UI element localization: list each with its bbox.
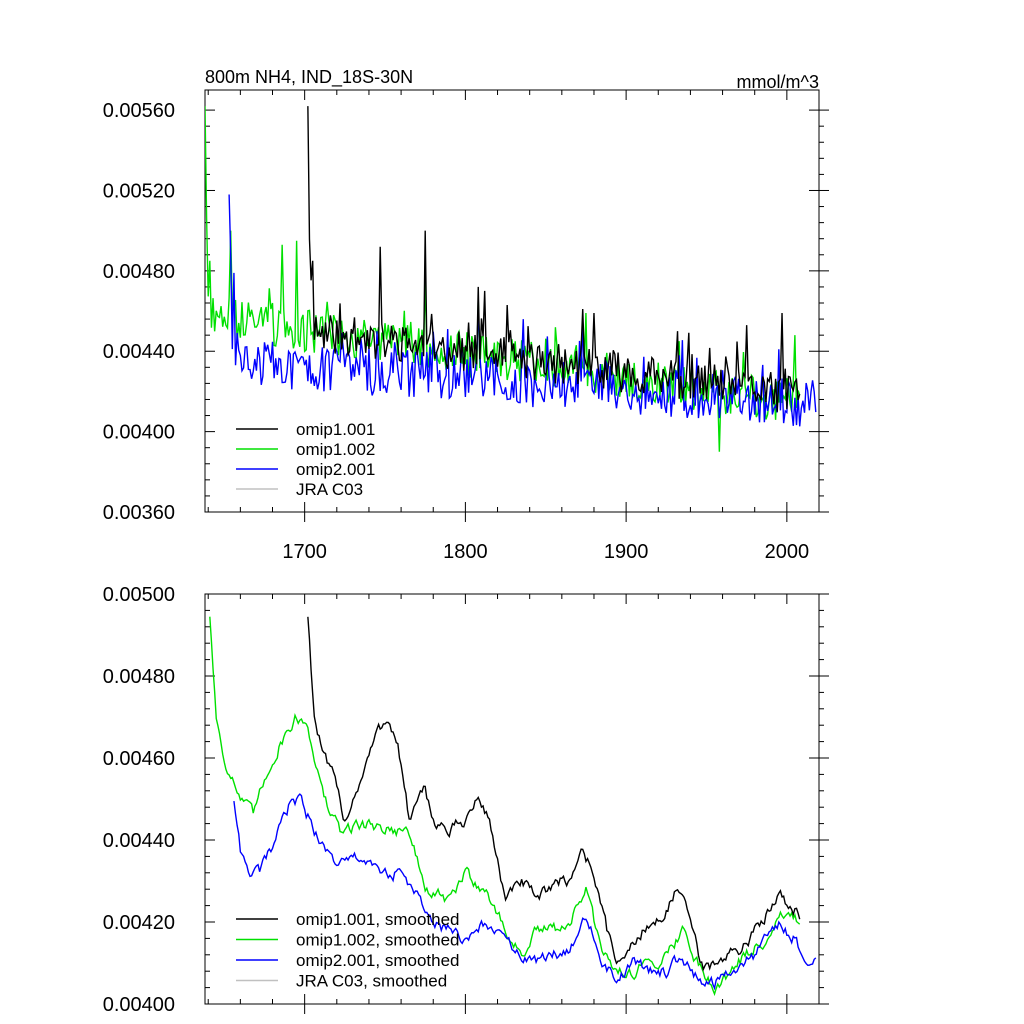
series-line-omip1-001-smoothed (307, 616, 801, 972)
legend-label: JRA C03 (296, 480, 363, 499)
bottom-series-lines (209, 616, 817, 997)
top-chart-units: mmol/m^3 (737, 72, 819, 92)
x-tick-label: 2000 (765, 541, 810, 563)
y-tick-label: 0.00460 (103, 748, 175, 770)
legend-label: omip2.001, smoothed (296, 951, 460, 970)
y-tick-label: 0.00400 (103, 422, 175, 444)
series-line-omip2-001-smoothed (233, 793, 817, 991)
bottom-legend: omip1.001, smoothed omip1.002, smoothedom… (236, 910, 460, 991)
bottom-panel: 0.00400 0.00420 0.00440 0.00460 0.00480 0.005… (103, 584, 829, 1016)
top-chart-title: 800m NH4, IND_18S-30N (205, 67, 413, 88)
legend-label: omip2.001 (296, 460, 375, 479)
top-series-lines (205, 106, 817, 452)
bottom-axis-ticks: 0.00400 0.00420 0.00440 0.00460 0.00480 0.005… (103, 584, 829, 1016)
bottom-plot-frame (204, 593, 820, 1005)
series-line-omip1-001 (307, 106, 801, 412)
y-tick-label: 0.00500 (103, 584, 175, 606)
y-tick-label: 0.00360 (103, 502, 175, 524)
legend-label: omip1.002, smoothed (296, 931, 460, 950)
y-tick-label: 0.00480 (103, 666, 175, 688)
y-tick-label: 0.00400 (103, 994, 175, 1016)
y-tick-label: 0.00520 (103, 180, 175, 202)
x-tick-label: 1700 (282, 541, 327, 563)
y-tick-label: 0.00440 (103, 830, 175, 852)
top-panel: 800m NH4, IND_18S-30N mmol/m^3 1700 1800 1… (103, 67, 829, 563)
legend-label: JRA C03, smoothed (296, 972, 447, 991)
series-line-omip2-001 (228, 194, 817, 427)
series-line-omip1-002-smoothed (209, 616, 801, 997)
legend-label: omip1.001, smoothed (296, 910, 460, 929)
legend-label: omip1.002 (296, 440, 375, 459)
top-axis-ticks: 1700 1800 1900 2000 0.00360 0.00400 0.00440 0.0… (103, 90, 829, 563)
legend-label: omip1.001 (296, 420, 375, 439)
y-tick-label: 0.00560 (103, 100, 175, 122)
y-tick-label: 0.00480 (103, 261, 175, 283)
x-tick-label: 1900 (604, 541, 649, 563)
y-tick-label: 0.00440 (103, 341, 175, 363)
x-tick-label: 1800 (443, 541, 488, 563)
y-tick-label: 0.00420 (103, 912, 175, 934)
series-line-omip1-002 (205, 106, 801, 452)
top-plot-frame (204, 89, 820, 513)
